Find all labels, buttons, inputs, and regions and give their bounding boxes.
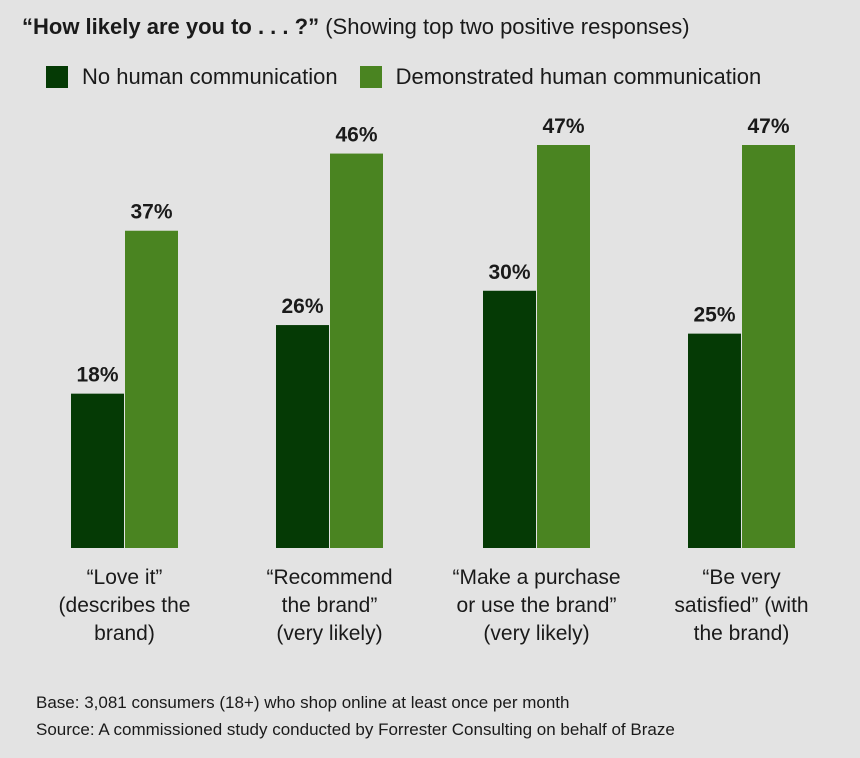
chart-title: “How likely are you to . . . ?” (Showing… (22, 14, 690, 40)
legend-swatch-no-human (46, 66, 68, 88)
bar-chart: 18% 37% “Love it” (describes the brand) 26% 46… (59, 115, 809, 645)
data-label-satisfied-no-human: 25% (693, 304, 735, 327)
data-label-love-it-no-human: 18% (76, 364, 118, 387)
bar-purchase-no-human (483, 290, 536, 548)
chart-footer: Base: 3,081 consumers (18+) who shop onl… (36, 689, 675, 743)
chart-legend: No human communication Demonstrated huma… (46, 64, 783, 90)
legend-label-no-human: No human communication (82, 64, 338, 89)
bar-satisfied-human (742, 145, 795, 548)
bar-love-it-no-human (71, 393, 124, 548)
legend-swatch-human (359, 66, 382, 88)
bar-recommend-human (330, 153, 383, 548)
chart-subtitle: (Showing top two positive responses) (325, 14, 690, 39)
legend-item-human: Demonstrated human communication (359, 64, 762, 90)
legend-item-no-human: No human communication (46, 64, 338, 90)
data-label-purchase-no-human: 30% (488, 261, 530, 284)
category-label-purchase: (very likely) (483, 622, 589, 645)
category-label-recommend: “Recommend (266, 566, 392, 589)
footer-source-note: Source: A commissioned study conducted b… (36, 720, 675, 739)
category-label-satisfied: satisfied” (with (674, 594, 808, 617)
chart-title-question: “How likely are you to . . . ?” (22, 14, 320, 39)
footer-base-note: Base: 3,081 consumers (18+) who shop onl… (36, 693, 570, 712)
category-label-satisfied: the brand) (694, 622, 790, 645)
category-label-recommend: the brand” (282, 594, 378, 617)
data-label-recommend-human: 46% (335, 124, 377, 147)
bar-recommend-no-human (276, 325, 329, 548)
category-label-satisfied: “Be very (702, 566, 781, 589)
category-label-love-it: (describes the (59, 594, 191, 617)
legend-label-human: Demonstrated human communication (395, 64, 762, 89)
bar-satisfied-no-human (688, 333, 741, 548)
category-label-love-it: brand) (94, 622, 155, 645)
category-label-purchase: “Make a purchase (452, 566, 620, 589)
data-label-satisfied-human: 47% (747, 115, 789, 138)
category-label-recommend: (very likely) (276, 622, 382, 645)
data-label-purchase-human: 47% (542, 115, 584, 138)
bar-purchase-human (537, 145, 590, 548)
bar-love-it-human (125, 230, 178, 548)
category-label-love-it: “Love it” (87, 566, 163, 589)
category-label-purchase: or use the brand” (457, 594, 617, 617)
data-label-love-it-human: 37% (130, 201, 172, 224)
data-label-recommend-no-human: 26% (281, 295, 323, 318)
